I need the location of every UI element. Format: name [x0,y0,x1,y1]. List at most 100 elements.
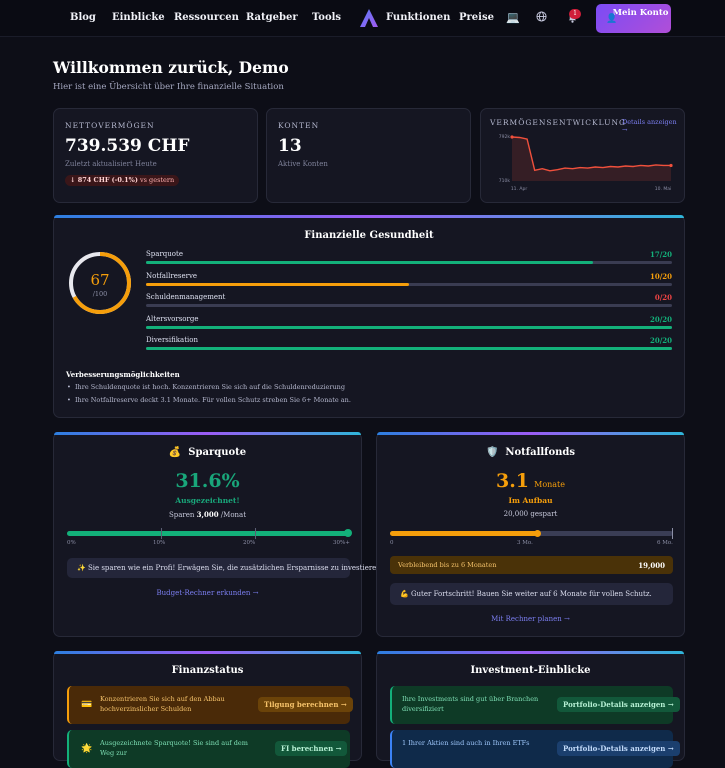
savings-header: 💰 Sparquote [54,447,361,458]
improve-item: • Ihre Notfallreserve deckt 3.1 Monate. … [67,396,351,404]
moneybag-icon: 💰 [168,447,182,458]
credit-card-icon: 💳 [81,700,93,710]
card-accent [54,651,361,654]
health-row-label: Altersvorsorge [146,314,199,323]
card-accent [54,432,361,435]
portfolio-details-button[interactable]: Portfolio-Details anzeigen → [557,741,680,756]
health-score: 67 [90,271,110,289]
emergency-header: 🛡️ Notfallfonds [377,447,684,458]
savings-card: 💰 Sparquote 31.6% Ausgezeichnet! Sparen … [53,432,383,637]
change-suffix: vs gestern [139,176,175,184]
chart-x-tick: 11. Apr [511,186,528,192]
top-nav: Blog Einblicke Ressourcen Ratgeber Tools… [0,0,725,37]
fi-calculator-button[interactable]: FI berechnen → [275,741,348,756]
page-title: Willkommen zurück, Demo [53,58,289,77]
accounts-label: KONTEN [278,121,320,130]
finance-status-card: Finanzstatus 💳 Konzentrieren Sie sich au… [53,651,362,768]
health-row-track [146,304,672,307]
nav-tools[interactable]: Tools [312,12,342,23]
account-button[interactable]: 👤 Mein Konto [596,4,671,33]
emergency-tick: 6 Mo. [657,540,673,546]
accounts-sub: Aktive Konten [278,160,328,168]
health-title: Finanzielle Gesundheit [304,230,434,241]
finance-tip-text: Konzentrieren Sie sich auf den Abbau hoc… [100,695,225,713]
networth-updated: Zuletzt aktualisiert Heute [65,160,157,168]
health-row-label: Schuldenmanagement [146,293,226,301]
savings-progress [67,528,352,539]
health-row: Altersvorsorge 20/20 [146,315,672,335]
health-row-fill [146,282,409,286]
health-row-fill [146,261,594,264]
notification-badge: 1 [569,9,581,19]
health-row: Schuldenmanagement 0/20 [146,293,672,313]
emergency-value-row: 3.1 Monate [377,470,684,492]
remaining-banner: Verbleibend bis zu 6 Monaten 19,000 [390,556,673,574]
investment-title: Investment-Einblicke [470,665,591,676]
investment-tip: 1 Ihrer Aktien sind auch in Ihren ETFs P… [390,730,680,768]
health-row-value: 0/20 [654,293,672,302]
savings-tip: ✨ Sie sparen wie ein Profi! Erwägen Sie,… [67,558,383,578]
emergency-title: Notfallfonds [505,447,576,458]
finance-tip: 💳 Konzentrieren Sie sich auf den Abbau h… [67,686,353,724]
health-row-value: 20/20 [649,314,672,324]
health-card: Finanzielle Gesundheit 67 /100 Sparquote… [53,215,685,418]
improve-item: • Ihre Schuldenquote ist hoch. Konzentri… [67,383,345,391]
emergency-card: 🛡️ Notfallfonds 3.1 Monate Im Aufbau 20,… [376,432,685,637]
nav-blog[interactable]: Blog [70,12,96,23]
calculator-plan-link[interactable]: Mit Rechner planen → [491,615,570,623]
nav-preise[interactable]: Preise [459,12,494,23]
finance-title: Finanzstatus [171,665,244,676]
networth-label: NETTOVERMÖGEN [65,121,155,130]
nav-einblicke[interactable]: Einblicke [112,12,165,23]
card-accent [377,432,684,435]
page-subtitle: Hier ist eine Übersicht über Ihre finanz… [53,82,284,92]
chart-area [512,137,671,181]
nav-ratgeber[interactable]: Ratgeber [246,12,298,23]
health-row-label: Notfallreserve [146,271,198,280]
laptop-icon[interactable]: 💻 [506,11,520,24]
investment-tip-text: 1 Ihrer Aktien sind auch in Ihren ETFs [402,739,530,747]
savings-value: 31.6% [175,470,240,492]
savings-status: Ausgezeichnet! [175,496,240,505]
investment-tip-text: Ihre Investments sind gut über Branchen … [402,695,539,713]
user-icon: 👤 [606,14,618,24]
health-row-track [146,282,672,286]
chart-y-tick: 710k [499,178,511,184]
emergency-tip: 💪 Guter Fortschritt! Bauen Sie weiter au… [390,583,673,605]
health-row-value: 17/20 [649,250,672,259]
nav-funktionen[interactable]: Funktionen [386,12,451,23]
emergency-status: Im Aufbau [508,496,553,505]
remaining-label: Verbleibend bis zu 6 Monaten [398,561,497,569]
logo-icon[interactable] [359,8,379,28]
finance-tip: 🌟 Ausgezeichnete Sparquote! Sie sind auf… [67,730,350,768]
emergency-saved: 20,000 gespart [503,510,558,518]
chart-series-line [511,136,671,172]
chart-details-link[interactable]: Details anzeigen → [622,118,677,134]
globe-icon[interactable] [536,11,547,22]
chart-y-tick: 792k [499,134,511,140]
budget-calculator-link[interactable]: Budget-Rechner erkunden → [156,589,259,597]
portfolio-details-button[interactable]: Portfolio-Details anzeigen → [557,697,680,712]
investment-tip: Ihre Investments sind gut über Branchen … [390,686,680,724]
emergency-tick: 0 [390,540,394,546]
networth-change-badge: ↓ 874 CHF (-0.1%) vs gestern [65,175,180,186]
savings-title: Sparquote [188,447,247,458]
shield-icon: 🛡️ [485,447,499,458]
savings-tick: 10% [153,540,166,546]
health-score-max: /100 [92,290,108,298]
health-row-label: Diversifikation [146,336,198,344]
emergency-tick: 3 Mo. [517,540,533,546]
investment-card: Investment-Einblicke Ihre Investments si… [376,651,685,768]
chart-point [669,163,673,168]
repayment-button[interactable]: Tilgung berechnen → [258,697,353,712]
accounts-value: 13 [278,136,302,156]
savings-amount: Sparen 3,000 /Monat [168,510,247,519]
wealth-chart-card: VERMÖGENSENTWICKLUNG Details anzeigen → … [480,108,685,203]
health-row-track [146,261,672,264]
account-label: Mein Konto [612,8,669,18]
accounts-card: KONTEN 13 Aktive Konten [266,108,471,203]
nav-ressourcen[interactable]: Ressourcen [174,12,239,23]
finance-tip-text: Ausgezeichnete Sparquote! Sie sind auf d… [100,739,248,757]
networth-value: 739.539 CHF [65,136,190,156]
improve-title: Verbesserungsmöglichkeiten [66,370,180,379]
